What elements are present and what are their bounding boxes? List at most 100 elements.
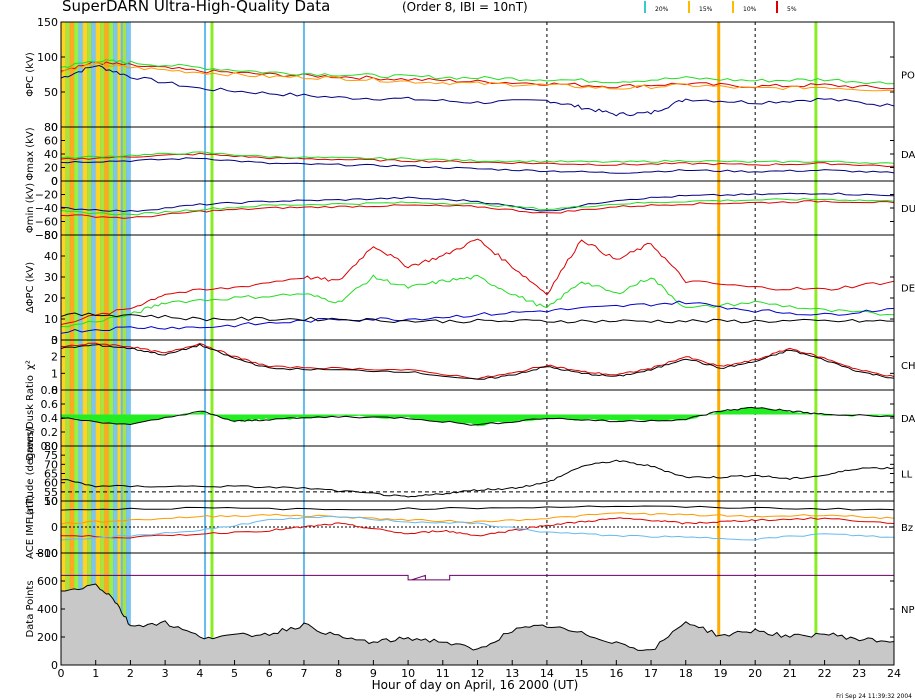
x-tick-label: 0 [58, 667, 65, 680]
y-axis-label: Φmax (kV) [25, 127, 36, 180]
data-points-area [61, 583, 894, 665]
shaded-interval-band [121, 22, 127, 665]
shaded-interval-band [100, 22, 105, 665]
series-line-black [61, 505, 894, 511]
series-line-black [61, 343, 894, 380]
series-line-orange [61, 512, 894, 525]
x-tick-label: 10 [401, 667, 415, 680]
y-tick-label: 0 [51, 521, 58, 534]
x-tick-label: 17 [644, 667, 658, 680]
panel-plot-area [61, 459, 894, 498]
x-tick-label: 16 [609, 667, 623, 680]
y-axis-label: ΦPC (kV) [25, 52, 36, 97]
series-line-green [61, 59, 894, 85]
panel-frame [60, 234, 895, 341]
x-tick-label: 3 [162, 667, 169, 680]
y-axis-label: Data Points [25, 580, 36, 637]
y-tick-label: 2 [51, 351, 58, 364]
panel-pc: 150 100 50 0 ΦPC (kV) PO / PO [25, 16, 915, 134]
panel-chi: 3 2 1 0 χ² CH [25, 334, 915, 397]
side-label: CH [901, 361, 915, 372]
series-line-blue [61, 300, 894, 334]
legend-label: 15% [699, 6, 713, 13]
series-line-green [61, 151, 894, 165]
side-label: DU [901, 204, 915, 215]
y-tick-label: 40 [44, 148, 58, 161]
y-tick-label: 50 [44, 229, 58, 242]
y-tick-label: 0 [51, 175, 58, 188]
side-label: NP [901, 605, 915, 616]
series-line-dark_blue [61, 64, 894, 117]
x-tick-label: 24 [887, 667, 901, 680]
shaded-interval-band [108, 22, 114, 665]
shaded-interval-band [126, 22, 131, 665]
y-tick-label: 200 [37, 631, 58, 644]
series-line-red [61, 342, 894, 380]
y-tick-label: 50 [44, 495, 58, 508]
y-tick-label: 0.8 [41, 384, 59, 397]
y-axis-label: Dawn/Dusk Ratio [25, 375, 36, 461]
series-line-red [61, 238, 894, 325]
y-tick-label: 20 [44, 292, 58, 305]
y-tick-label: 0.2 [41, 426, 59, 439]
x-tick-label: 12 [471, 667, 485, 680]
x-tick-label: 19 [713, 667, 727, 680]
y-tick-label: −10 [35, 547, 58, 560]
legend-label: 20% [655, 6, 669, 13]
timestamp: Fri Sep 24 11:39:32 2004 [836, 693, 912, 700]
panel-plot-area [61, 406, 894, 427]
series-line-green [61, 197, 894, 216]
x-tick-label: 2 [127, 667, 134, 680]
x-tick-label: 15 [575, 667, 589, 680]
panel-ratio: 0.80.60.40.20.0 Dawn/Dusk Ratio DA [25, 375, 915, 461]
side-label: PO / PO [901, 71, 915, 82]
x-tick-label: 11 [436, 667, 450, 680]
y-tick-label: 10 [44, 495, 58, 508]
x-tick-label: 6 [266, 667, 273, 680]
panel-plot-area [61, 59, 894, 117]
y-tick-label: 0.4 [41, 412, 59, 425]
y-tick-label: 0 [51, 175, 58, 188]
shaded-interval-band [113, 22, 118, 665]
y-tick-label: 55 [44, 486, 58, 499]
x-tick-label: 22 [818, 667, 832, 680]
panel-plot-area [61, 238, 894, 334]
panel-np: 800 600 400 200 0 Data Points NP [25, 547, 915, 672]
series-line-black [61, 406, 894, 426]
side-label: DE [901, 284, 915, 295]
panel-plot-area [61, 192, 894, 219]
y-axis-label: ΔΦPC (kV) [25, 262, 36, 313]
series-line-black [61, 459, 894, 498]
y-tick-label: 70 [44, 458, 58, 471]
x-tick-label: 18 [679, 667, 693, 680]
shaded-interval-band [117, 22, 123, 665]
y-axis-label: χ² [25, 360, 36, 370]
legend-label: 10% [743, 6, 757, 13]
x-tick-label: 21 [783, 667, 797, 680]
y-tick-label: 100 [37, 51, 58, 64]
side-label: DA [901, 150, 915, 161]
x-tick-label: 13 [505, 667, 519, 680]
shaded-interval-band [82, 22, 88, 665]
y-tick-label: −20 [35, 189, 58, 202]
legend: 20% 15% 10% 5% [644, 1, 797, 13]
panel-plot-area [61, 342, 894, 380]
y-tick-label: 0.6 [41, 398, 59, 411]
y-tick-label: 80 [44, 440, 58, 453]
y-tick-label: 65 [44, 468, 58, 481]
y-tick-label: 0 [51, 334, 58, 347]
series-line-dark_blue [61, 157, 894, 174]
y-tick-label: −80 [35, 229, 58, 242]
panel-plot-area [61, 574, 894, 665]
panel-frame [60, 445, 895, 502]
x-tick-label: 23 [852, 667, 866, 680]
x-tick-label: 7 [300, 667, 307, 680]
y-tick-label: 80 [44, 121, 58, 134]
x-axis-label: Hour of day on April, 16 2000 (UT) [372, 678, 579, 692]
side-label: DA [901, 414, 915, 425]
series-line-green [61, 274, 894, 328]
y-tick-label: −60 [35, 216, 58, 229]
y-tick-label: 20 [44, 162, 58, 175]
